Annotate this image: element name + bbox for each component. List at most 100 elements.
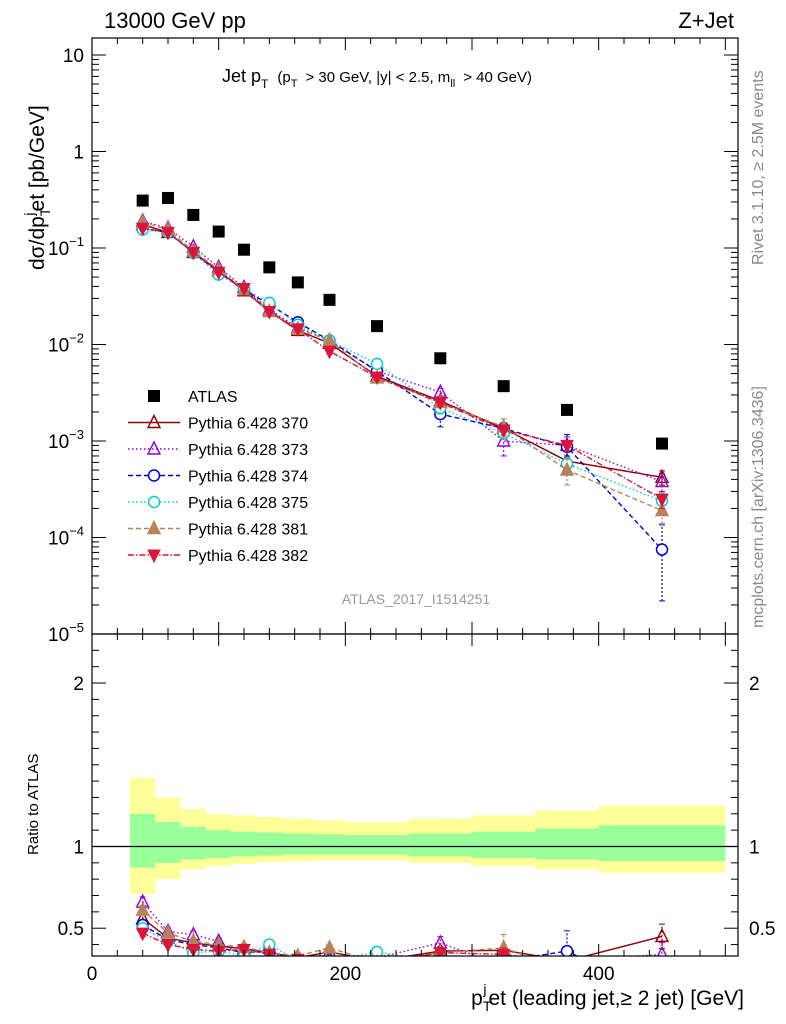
y-tick-label: 10−1 bbox=[48, 234, 84, 260]
ratio-point bbox=[293, 954, 302, 956]
legend-item: ATLAS bbox=[148, 389, 238, 406]
title-cuts-sub2: ll bbox=[450, 78, 455, 90]
series-pythia-6-428-382 bbox=[135, 222, 669, 509]
title-cuts-end: > 40 GeV) bbox=[463, 69, 532, 86]
main-plot-frame bbox=[91, 37, 739, 635]
ylabel-sub: T bbox=[37, 207, 53, 216]
data-point bbox=[237, 283, 251, 297]
y-tick-label-exp: −1 bbox=[69, 234, 84, 249]
data-point bbox=[238, 243, 250, 256]
side-label-rivet: Rivet 3.1.10, ≥ 2.5M events bbox=[750, 70, 767, 265]
title-cuts-mid: > 30 GeV, |y| < 2.5, m bbox=[305, 69, 450, 86]
ratio-plot-panel: 0.5 0.5 1 1 2 2 Ratio to ATLAS bbox=[25, 633, 775, 976]
side-label-mcplots: mcplots.cern.ch [arXiv:1306.3436] bbox=[750, 386, 767, 628]
ratio-point bbox=[435, 962, 446, 973]
legend-label: Pythia 6.428 381 bbox=[188, 522, 308, 539]
legend-marker bbox=[147, 549, 161, 564]
header-left: 13000 GeV pp bbox=[104, 8, 246, 33]
data-point bbox=[322, 331, 337, 347]
data-point bbox=[496, 432, 511, 447]
y-tick-label: 10−5 bbox=[48, 620, 84, 646]
legend-item: Pythia 6.428 370 bbox=[128, 413, 308, 433]
data-point bbox=[322, 345, 337, 360]
y-tick-label-base: 10 bbox=[48, 335, 69, 356]
watermark: ATLAS_2017_I1514251 bbox=[342, 591, 491, 607]
ratio-band-green bbox=[206, 830, 232, 858]
ratio-y-tick-label: 2 bbox=[73, 674, 84, 695]
ratio-point bbox=[370, 945, 384, 956]
legend-label: Pythia 6.428 370 bbox=[188, 416, 308, 433]
data-point bbox=[654, 502, 670, 517]
data-point bbox=[263, 261, 276, 274]
ratio-point bbox=[375, 953, 379, 956]
ratio-band-green bbox=[313, 834, 346, 855]
ratio-band-green bbox=[155, 821, 181, 863]
ratio-point bbox=[561, 964, 573, 976]
ratio-point bbox=[498, 959, 510, 971]
legend-marker bbox=[146, 519, 162, 535]
x-tick-labels: 0 200 400 bbox=[87, 964, 615, 985]
ylabel-b: et [pb/GeV] bbox=[26, 105, 49, 211]
ratio-point bbox=[656, 945, 668, 956]
y-tick-label: 10−4 bbox=[48, 523, 84, 549]
series-line bbox=[142, 223, 663, 479]
ratio-band-green bbox=[180, 826, 206, 860]
ratio-point bbox=[161, 939, 175, 953]
ratio-point bbox=[654, 927, 670, 943]
legend-label: Pythia 6.428 374 bbox=[188, 469, 308, 486]
y-tick-label-base: 10 bbox=[48, 625, 69, 646]
ratio-point bbox=[371, 958, 383, 970]
ylabel-sup: j bbox=[21, 212, 37, 216]
title-main: Jet p bbox=[222, 66, 261, 86]
ratio-uncertainty-bands bbox=[92, 777, 738, 894]
ratio-y-tick-label-right: 0.5 bbox=[749, 919, 775, 940]
data-point bbox=[211, 266, 226, 281]
header-right: Z+Jet bbox=[678, 8, 734, 33]
ratio-axis-ticks: 0.5 0.5 1 1 2 2 bbox=[58, 634, 775, 956]
legend-marker bbox=[146, 440, 162, 455]
y-tick-label: 10−2 bbox=[48, 330, 84, 356]
main-data-series bbox=[135, 191, 670, 602]
legend: ATLAS Pythia 6.428 370 Pythia 6.428 373 Pyt… bbox=[128, 389, 308, 565]
data-point bbox=[323, 293, 336, 306]
ratio-point bbox=[135, 901, 150, 916]
y-tick-label-base: 10 bbox=[48, 528, 69, 549]
data-point bbox=[560, 439, 574, 454]
xlabel-sup: j bbox=[482, 981, 486, 997]
y-tick-label-exp: −4 bbox=[69, 523, 84, 538]
ratio-plot-frame bbox=[91, 633, 739, 957]
ratio-y-tick-label-right: 2 bbox=[749, 674, 760, 695]
ratio-y-axis-label: Ratio to ATLAS bbox=[25, 754, 42, 855]
ratio-point bbox=[562, 959, 573, 970]
title-cuts: (p bbox=[277, 69, 290, 86]
ratio-point bbox=[656, 964, 668, 976]
data-point bbox=[186, 246, 201, 261]
ratio-point bbox=[435, 957, 446, 968]
legend-label: Pythia 6.428 375 bbox=[188, 495, 308, 512]
data-point bbox=[161, 226, 175, 241]
ratio-point bbox=[499, 954, 508, 956]
ratio-band-green bbox=[231, 831, 257, 857]
title-cuts-sub1: T bbox=[291, 78, 298, 90]
ratio-point bbox=[372, 964, 383, 975]
ratio-band-green bbox=[408, 833, 472, 857]
data-point bbox=[656, 437, 668, 450]
ratio-band-green bbox=[535, 828, 599, 860]
legend-label: Pythia 6.428 373 bbox=[188, 442, 308, 459]
ratio-point bbox=[160, 924, 176, 939]
ratio-point bbox=[322, 939, 337, 954]
ratio-point bbox=[135, 927, 150, 942]
series-atlas bbox=[136, 191, 668, 450]
legend-marker bbox=[147, 495, 161, 509]
ratio-band-green bbox=[472, 831, 536, 858]
data-point bbox=[655, 543, 669, 556]
ratio-band-green bbox=[256, 832, 282, 856]
ylabel-a: dσ/dp bbox=[26, 216, 49, 270]
ratio-band-green bbox=[345, 835, 409, 855]
legend-item: Pythia 6.428 381 bbox=[128, 519, 308, 539]
y-tick-label-base: 10 bbox=[48, 239, 69, 260]
y-tick-label-exp: −2 bbox=[69, 330, 84, 345]
xlabel-rest: et (leading jet,≥ 2 jet) [GeV] bbox=[489, 987, 745, 1010]
